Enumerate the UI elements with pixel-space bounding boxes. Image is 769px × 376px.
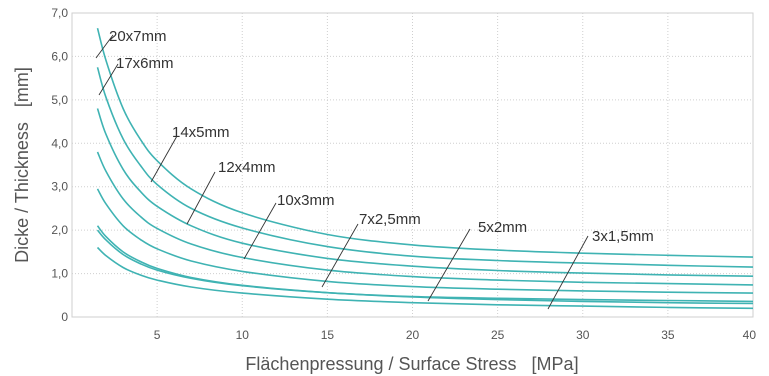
series-label: 14x5mm (172, 124, 230, 141)
series-label-leader (321, 223, 359, 288)
x-tick-label: 30 (576, 328, 590, 342)
series-label-leader (98, 63, 119, 96)
y-tick-label: 1,0 (51, 267, 68, 281)
series-lines (96, 27, 754, 310)
grid (72, 13, 753, 317)
y-tick-label: 0 (61, 310, 68, 324)
series-label: 10x3mm (277, 192, 335, 209)
series-label-leader (150, 135, 178, 183)
series-label: 5x2mm (478, 219, 527, 236)
x-tick-label: 10 (236, 328, 250, 342)
series-label: 12x4mm (218, 159, 276, 176)
series-label: 20x7mm (109, 28, 167, 45)
series-label-leader (547, 235, 589, 310)
y-tick-label: 7,0 (51, 6, 68, 20)
x-tick-label: 40 (743, 328, 757, 342)
series-line-7 (96, 246, 754, 310)
series-label: 7x2,5mm (359, 211, 421, 228)
y-tick-label: 6,0 (51, 49, 68, 63)
series-line-2 (96, 108, 754, 277)
series-label-leader (95, 34, 114, 59)
series-label-leader (427, 228, 471, 302)
x-axis-ticks: 5 10 15 20 25 30 35 40 (154, 328, 757, 342)
series-label-leader (186, 171, 216, 225)
x-axis-title: Flächenpressung / Surface Stress [MPa] (245, 354, 578, 374)
y-axis-ticks: 0 1,0 2,0 3,0 4,0 5,0 6,0 7,0 (51, 6, 68, 324)
x-tick-label: 5 (154, 328, 161, 342)
x-tick-label: 15 (321, 328, 335, 342)
series-line-4 (96, 188, 754, 294)
x-tick-label: 35 (661, 328, 675, 342)
y-tick-label: 5,0 (51, 93, 68, 107)
series-line-0 (96, 27, 754, 258)
series-label: 3x1,5mm (592, 228, 654, 245)
y-tick-label: 2,0 (51, 223, 68, 237)
y-tick-label: 3,0 (51, 180, 68, 194)
x-tick-label: 25 (491, 328, 505, 342)
x-tick-label: 20 (406, 328, 420, 342)
series-line-6 (96, 225, 754, 305)
series-line-3 (96, 151, 754, 286)
series-line-1 (96, 67, 754, 268)
series-label: 17x6mm (116, 55, 174, 72)
series-label-leader (243, 202, 277, 260)
y-axis-title: Dicke / Thickness [mm] (12, 67, 32, 263)
y-tick-label: 4,0 (51, 136, 68, 150)
plot-frame (71, 12, 754, 318)
